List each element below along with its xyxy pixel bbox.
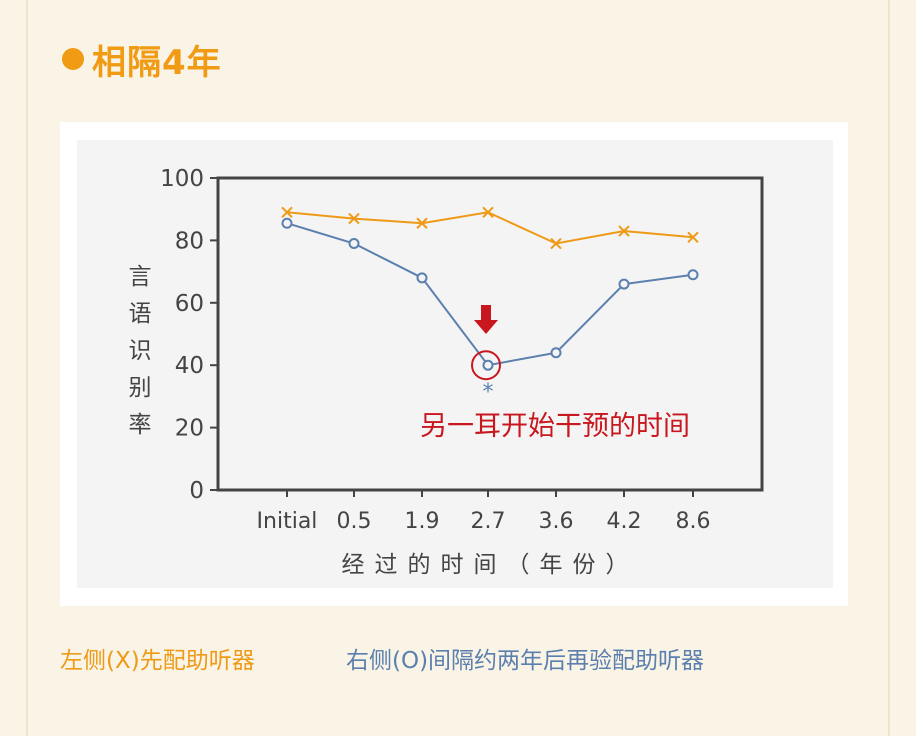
x-tick-label: 2.7 xyxy=(471,509,506,534)
page-frame-right xyxy=(888,0,890,736)
data-point-x xyxy=(550,237,562,250)
x-tick-label: 0.5 xyxy=(337,509,372,534)
data-point-o xyxy=(550,347,562,359)
page-frame-left xyxy=(26,0,28,736)
x-tick-label: 3.6 xyxy=(539,509,574,534)
plot-frame xyxy=(216,176,764,492)
data-point-o xyxy=(482,359,494,371)
data-point-x xyxy=(281,206,293,219)
y-tick-label: 60 xyxy=(175,291,204,317)
y-tick-label: 80 xyxy=(175,228,204,254)
data-point-o xyxy=(416,272,428,284)
heading-title: 相隔4年 xyxy=(92,42,222,83)
y-tick-label: 0 xyxy=(189,478,204,504)
y-tick-label: 20 xyxy=(175,416,204,442)
significance-asterisk: * xyxy=(483,380,494,405)
legend-left-ear: 左侧(X)先配助听器 xyxy=(60,648,255,674)
data-point-o xyxy=(348,238,360,250)
data-point-o xyxy=(687,269,699,281)
data-point-o xyxy=(618,278,630,290)
section-heading: 相隔4年 xyxy=(62,36,222,83)
x-tick-label: 1.9 xyxy=(405,509,440,534)
y-axis-label: 言语识别率 xyxy=(129,264,152,438)
data-point-x xyxy=(416,217,428,229)
data-point-x xyxy=(348,212,360,225)
x-axis-label: 经过的时间（年份） xyxy=(342,552,639,578)
series-line-1 xyxy=(286,211,694,245)
series-line-2 xyxy=(286,222,694,367)
x-tick-label: 8.6 xyxy=(676,509,711,534)
legend-right-ear: 右侧(O)间隔约两年后再验配助听器 xyxy=(346,648,705,674)
x-tick-label: 4.2 xyxy=(607,509,642,534)
annotation-label: 另一耳开始干预的时间 xyxy=(420,411,690,442)
chart-panel xyxy=(77,140,833,588)
y-tick-label: 100 xyxy=(160,166,204,192)
chart-card: 0 20 40 60 80 100 Initial 0.5 1.9 2.7 3.6 4.2 8.6 经过的… xyxy=(60,122,848,606)
data-point-x xyxy=(687,231,699,243)
highlight-circle xyxy=(471,350,501,381)
bullet-dot-icon xyxy=(62,48,84,70)
y-tick-label: 40 xyxy=(175,353,204,379)
data-point-x xyxy=(618,225,630,237)
data-point-x xyxy=(482,206,494,219)
x-tick-label: Initial xyxy=(257,509,318,534)
data-point-o xyxy=(281,217,293,229)
down-arrow-icon xyxy=(474,305,498,334)
line-chart: 0 20 40 60 80 100 Initial 0.5 1.9 2.7 3.6 4.2 8.6 经过的… xyxy=(129,166,764,578)
